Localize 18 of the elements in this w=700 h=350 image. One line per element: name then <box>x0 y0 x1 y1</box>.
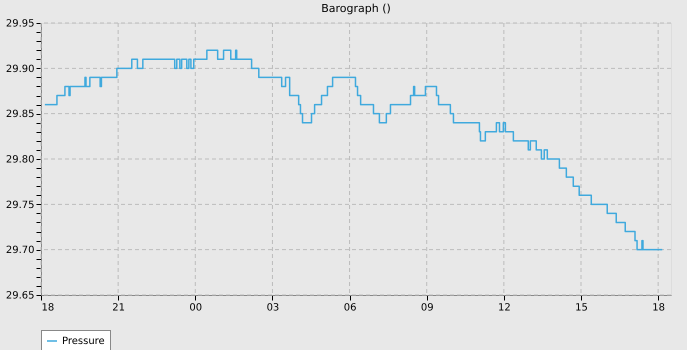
x-tick-label: 18 <box>652 302 666 314</box>
x-tick-label: 15 <box>575 302 588 314</box>
y-tick-label: 29.95 <box>6 18 34 30</box>
y-tick-label: 29.85 <box>6 109 34 120</box>
x-tick-label: 09 <box>420 302 434 314</box>
y-tick-label: 29.80 <box>6 154 34 166</box>
y-tick-label: 29.90 <box>6 64 34 75</box>
chart-title: Barograph () <box>321 2 391 15</box>
y-tick-label: 29.65 <box>6 290 34 302</box>
x-tick-label: 06 <box>344 302 356 314</box>
y-tick-label: 29.75 <box>6 200 34 211</box>
x-tick-label: 21 <box>112 302 126 314</box>
y-tick-label: 29.70 <box>6 245 34 256</box>
x-tick-label: 00 <box>189 302 202 314</box>
x-tick-label: 03 <box>266 302 280 314</box>
x-tick-label: 18 <box>42 302 54 314</box>
x-tick-label: 12 <box>498 302 511 314</box>
legend-label: Pressure <box>62 336 105 347</box>
